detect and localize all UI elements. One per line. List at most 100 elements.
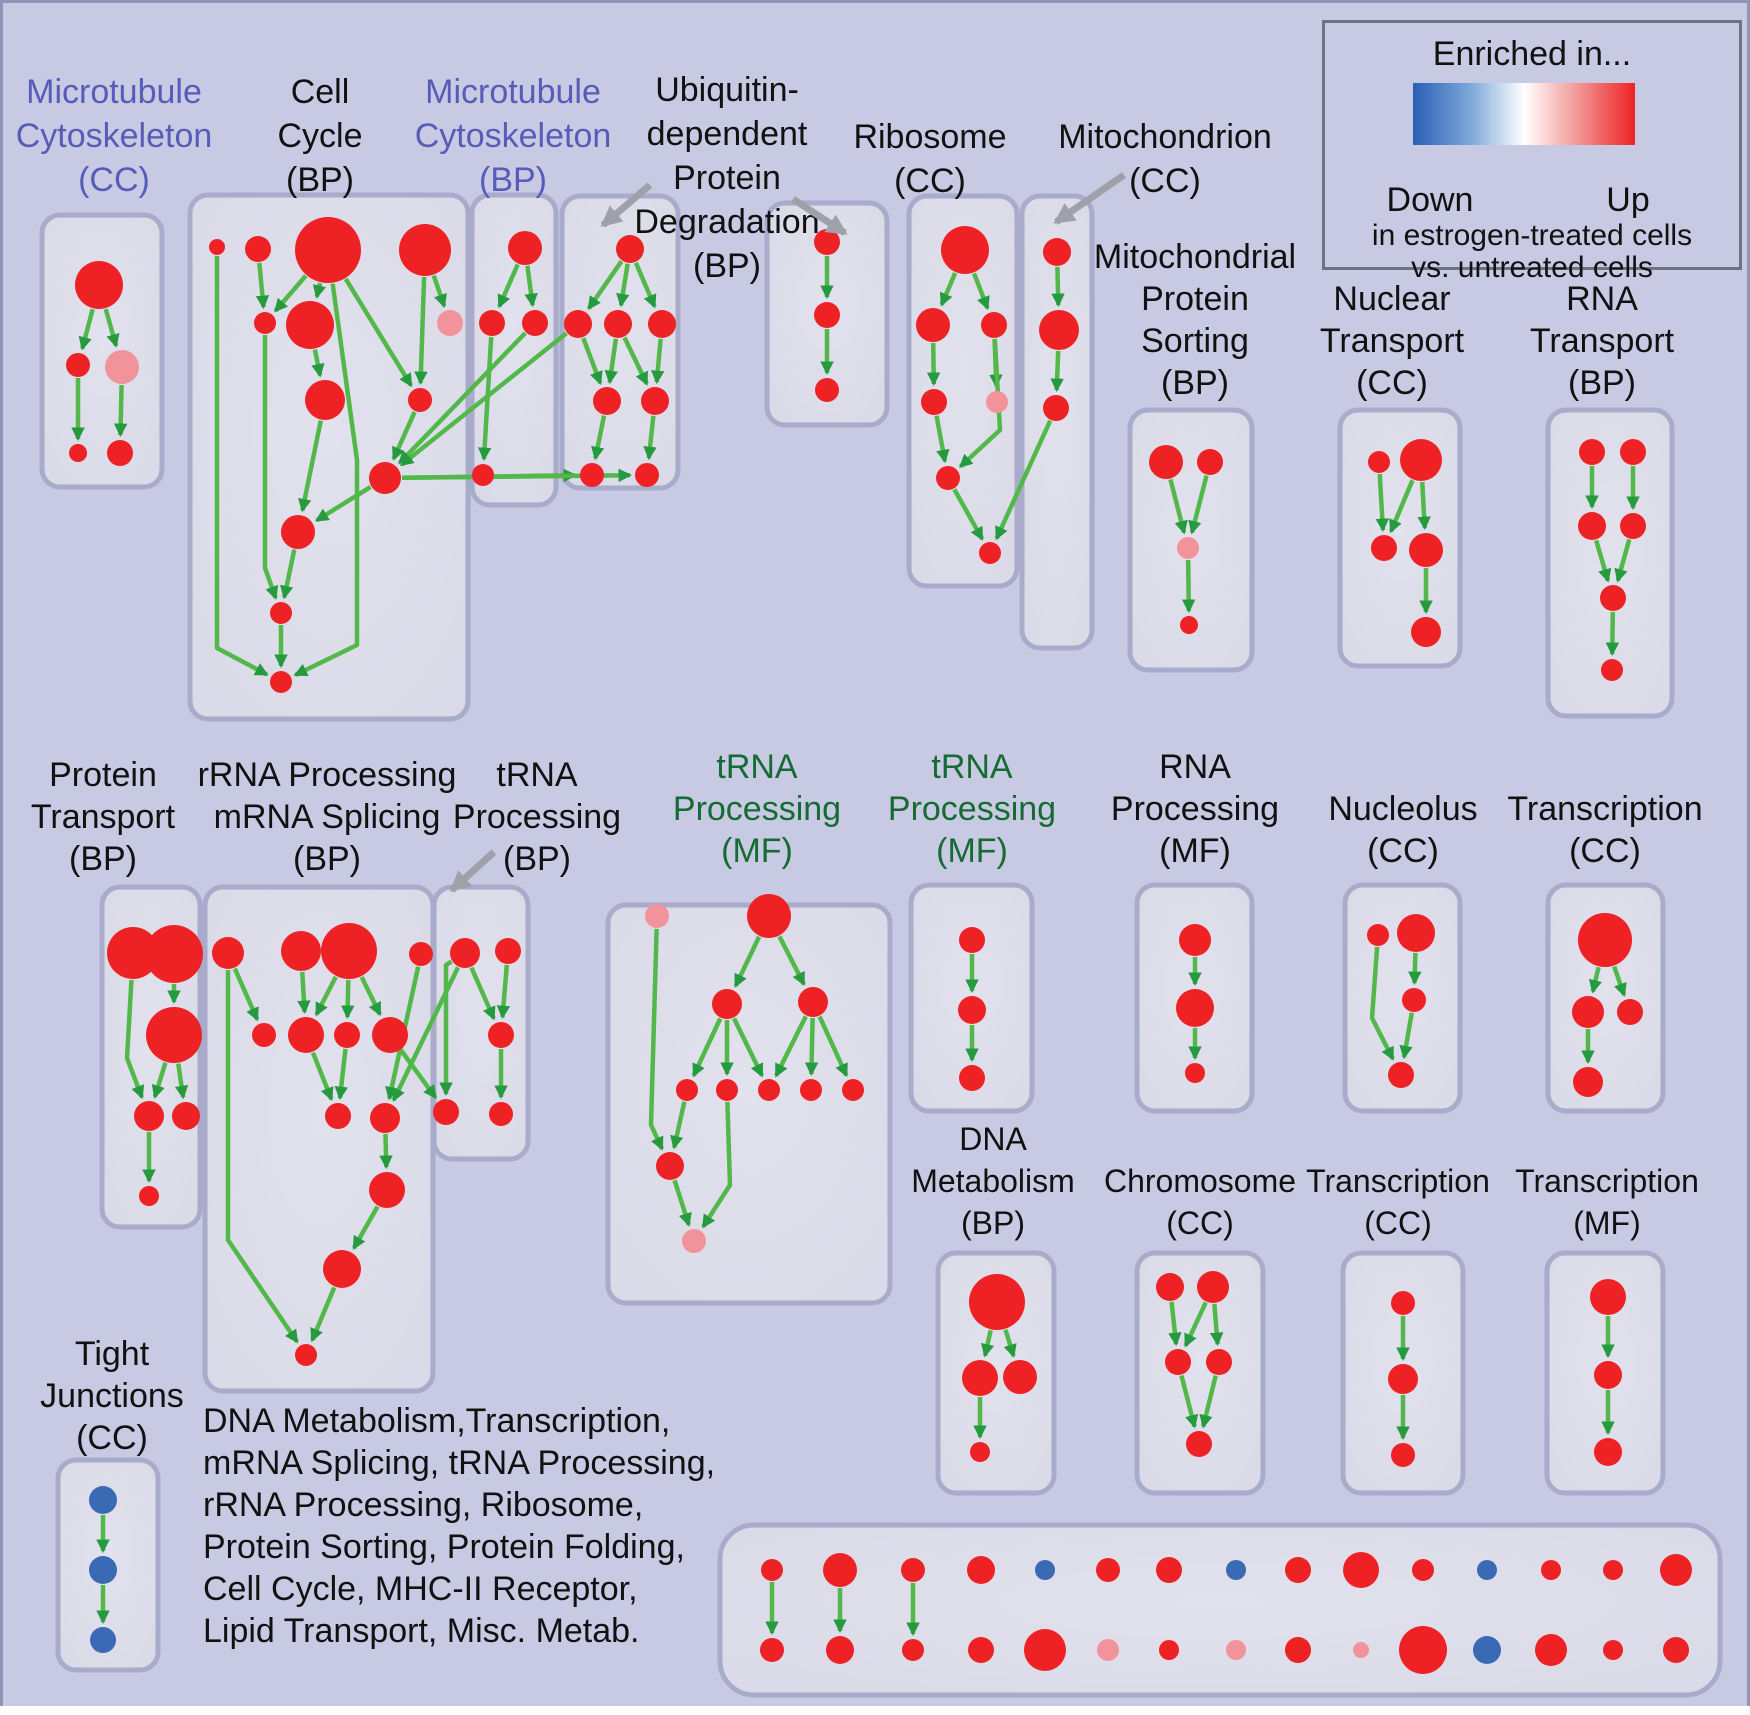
go-term-node xyxy=(212,937,244,969)
go-term-node xyxy=(1620,513,1646,539)
go-term-node xyxy=(798,987,828,1017)
cluster-label-line: Protein xyxy=(1141,280,1249,318)
go-term-node xyxy=(800,1079,822,1101)
edge-arrow xyxy=(777,935,806,986)
go-term-node xyxy=(1371,535,1397,561)
go-term-node xyxy=(1603,1640,1623,1660)
go-term-node xyxy=(1573,1067,1603,1097)
go-term-node xyxy=(842,1079,864,1101)
cluster-label-line: Cell xyxy=(291,73,350,111)
edge-arrow xyxy=(225,970,299,1344)
go-term-node xyxy=(1578,512,1606,540)
edge-arrow xyxy=(1183,1301,1208,1348)
label-pointer-arrow xyxy=(1053,172,1126,225)
go-term-node xyxy=(270,671,292,693)
edge-arrow xyxy=(994,419,1053,541)
go-term-node xyxy=(758,1079,780,1101)
go-term-node xyxy=(1024,1629,1066,1671)
go-term-node xyxy=(1578,913,1632,967)
go-term-node xyxy=(75,261,123,309)
cluster-label-trna-processing-bp: tRNA Processing (BP) xyxy=(453,756,621,878)
cluster-label-line: Cytoskeleton xyxy=(415,117,612,155)
edge-arrow xyxy=(980,1329,995,1358)
edge-arrow xyxy=(524,265,538,308)
cluster-label-line: (CC) xyxy=(1129,162,1201,200)
go-term-node xyxy=(959,927,985,953)
cluster-label-line: (CC) xyxy=(1364,1205,1432,1241)
annotation-line: Cell Cycle, MHC-II Receptor, xyxy=(203,1570,638,1608)
edge-arrow xyxy=(414,276,428,386)
edge-arrow xyxy=(670,1101,687,1150)
go-term-node xyxy=(139,1186,159,1206)
edge-arrow xyxy=(1375,473,1390,533)
go-term-node xyxy=(1603,1560,1623,1580)
edge-arrow xyxy=(273,274,308,313)
edge-arrow xyxy=(648,928,665,1151)
cluster-label-line: (BP) xyxy=(1568,364,1636,402)
cluster-label-line: Mitochondrial xyxy=(1094,238,1296,276)
go-term-node xyxy=(823,1553,857,1587)
go-term-node xyxy=(295,217,361,283)
go-term-node xyxy=(1590,1279,1626,1315)
go-term-node xyxy=(1594,1438,1622,1466)
go-term-node xyxy=(1663,1637,1689,1663)
cluster-label-protein-transport-bp: Protein Transport (BP) xyxy=(31,756,176,878)
go-term-node xyxy=(1149,445,1183,479)
go-term-node xyxy=(814,302,840,328)
cluster-label-line: Processing xyxy=(673,790,841,828)
go-term-node xyxy=(1535,1634,1567,1666)
go-term-node xyxy=(641,387,669,415)
box-nuclear-transport xyxy=(1337,407,1463,669)
cluster-label-line: Processing xyxy=(1111,790,1279,828)
go-term-node xyxy=(90,1627,116,1653)
go-term-node xyxy=(564,310,592,338)
cluster-label-line: Metabolism xyxy=(911,1163,1075,1199)
go-term-node xyxy=(145,925,203,983)
edge-arrow xyxy=(297,971,311,1015)
edge-arrow xyxy=(1417,481,1431,531)
edge-arrow xyxy=(643,415,657,461)
legend-box: Enriched in... Down Up in estrogen-treat… xyxy=(1322,20,1742,284)
edge-arrow xyxy=(397,331,527,465)
edge-arrow xyxy=(1209,1303,1224,1347)
cluster-label-rrna-mrna-bp: rRNA Processing mRNA Splicing (BP) xyxy=(198,756,457,878)
go-term-node xyxy=(986,391,1008,413)
cluster-label-line: tRNA xyxy=(716,748,798,786)
edge-arrow xyxy=(497,263,520,309)
cluster-label-trna-processing-mf-2: tRNA Processing (MF) xyxy=(888,748,1056,870)
edge-arrow xyxy=(774,1015,808,1078)
label-pointer-arrow xyxy=(791,196,848,236)
go-term-node xyxy=(1180,616,1198,634)
edge-arrow xyxy=(804,1017,819,1077)
legend-subtitle-2: vs. untreated cells xyxy=(1411,251,1653,284)
go-term-node xyxy=(1197,449,1223,475)
go-term-node xyxy=(921,389,947,415)
go-term-node xyxy=(969,1274,1025,1330)
cluster-label-line: Ubiquitin- xyxy=(655,71,799,109)
go-term-node xyxy=(489,1102,513,1126)
go-term-node xyxy=(815,378,839,402)
go-term-node xyxy=(105,350,139,384)
edge-arrow xyxy=(1605,611,1620,657)
box-microtubule-cc xyxy=(39,212,165,490)
go-term-node xyxy=(488,1022,514,1048)
edge-arrow xyxy=(391,410,417,461)
cluster-label-line: (CC) xyxy=(1367,832,1439,870)
go-term-node xyxy=(288,1017,324,1053)
cluster-label-line: dependent xyxy=(647,115,808,153)
cluster-label-transcription-cc-mid: Transcription (CC) xyxy=(1507,790,1702,870)
edge-arrow xyxy=(214,256,269,677)
edge-arrow xyxy=(314,485,372,523)
legend-title: Enriched in... xyxy=(1432,35,1632,73)
go-term-node xyxy=(959,1065,985,1091)
edge-arrow xyxy=(701,1101,733,1229)
go-term-node xyxy=(826,1636,854,1664)
go-term-node xyxy=(1391,1443,1415,1467)
go-term-node xyxy=(1411,617,1441,647)
go-term-node xyxy=(433,1099,459,1125)
go-term-node xyxy=(369,462,401,494)
go-term-node xyxy=(902,1639,924,1661)
edge-arrow xyxy=(651,338,665,385)
go-term-node xyxy=(1594,1361,1622,1389)
edge-arrow xyxy=(113,384,128,438)
